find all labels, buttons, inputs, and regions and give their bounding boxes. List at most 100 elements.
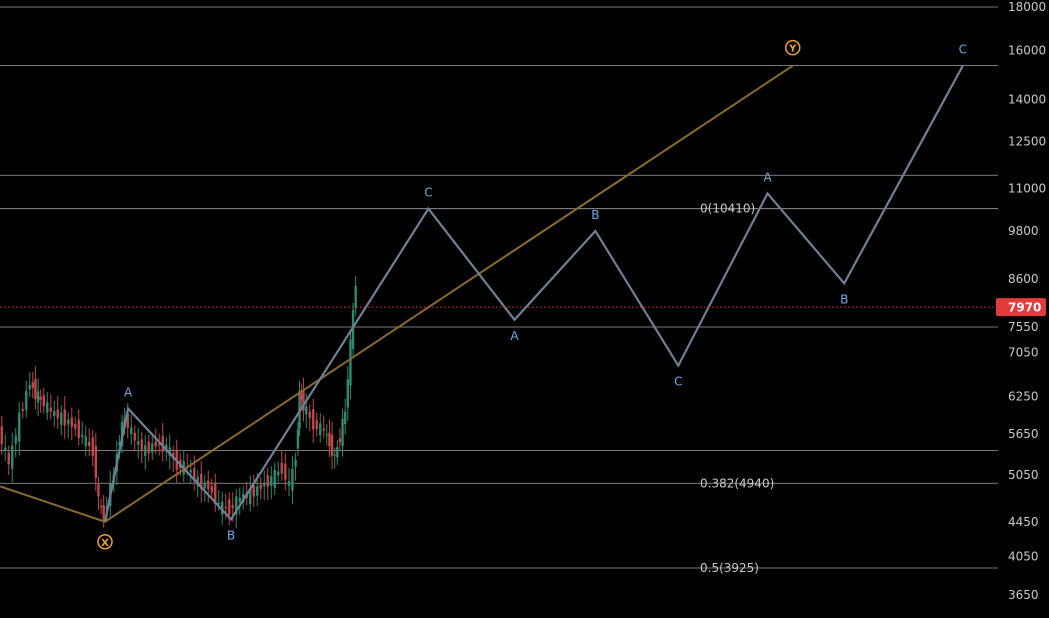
price-tick-label: 4450 — [1008, 515, 1039, 529]
candle-body — [291, 468, 294, 491]
candle-body — [217, 502, 220, 504]
candle-body — [231, 505, 234, 509]
candle-body — [349, 339, 352, 386]
candle-body — [207, 480, 210, 489]
candle-body — [158, 443, 161, 445]
candle-body — [235, 496, 238, 515]
candle-body — [151, 443, 154, 453]
price-tick-label: 4050 — [1008, 549, 1039, 563]
price-tick-label: 8600 — [1008, 272, 1039, 286]
candle-body — [81, 434, 84, 438]
candle-body — [102, 505, 105, 521]
fib-label: 0.5(3925) — [700, 561, 759, 575]
candle-body — [60, 412, 63, 425]
candle-body — [259, 484, 262, 489]
candle-body — [18, 412, 21, 442]
candle-body — [330, 434, 334, 456]
candle-body — [126, 413, 129, 428]
candle-body — [338, 438, 342, 443]
price-tick-label: 5650 — [1008, 427, 1039, 441]
candle-body — [296, 429, 300, 449]
candle-body — [214, 483, 217, 505]
candle-body — [165, 444, 168, 451]
candle-body — [221, 501, 224, 515]
candle-body — [315, 419, 318, 429]
candle-body — [147, 441, 150, 454]
candle-body — [277, 471, 280, 476]
candle-body — [53, 411, 56, 417]
price-tick-label: 16000 — [1008, 43, 1046, 57]
candle-body — [284, 463, 287, 480]
price-tick-label: 3650 — [1008, 588, 1039, 602]
wave-path[interactable] — [103, 65, 964, 522]
current-price-badge — [996, 298, 1046, 317]
candle-body — [341, 418, 344, 447]
candle-body — [273, 469, 276, 488]
candle-body — [270, 476, 273, 486]
candle-body — [140, 439, 143, 450]
circle-label: Y — [788, 44, 797, 55]
candle-body — [228, 499, 231, 515]
candle-body — [325, 434, 329, 436]
candle-body — [312, 409, 315, 430]
price-tick-label: 9800 — [1008, 224, 1039, 238]
candle-body — [210, 486, 213, 493]
wave-label: A — [510, 329, 519, 343]
candle-body — [130, 427, 133, 435]
candle-body — [328, 432, 331, 447]
candle-body — [144, 445, 147, 457]
candle-body — [0, 426, 3, 445]
candle-body — [200, 473, 203, 490]
candle-body — [256, 486, 259, 496]
candle-body — [351, 310, 355, 349]
price-tick-label: 7550 — [1008, 320, 1039, 334]
current-price-label: 7970 — [1008, 301, 1041, 315]
candle-body — [56, 409, 59, 419]
candle-body — [308, 411, 311, 418]
candle-body — [168, 447, 171, 457]
candle-body — [252, 485, 255, 497]
candle-body — [137, 441, 140, 445]
candle-body — [31, 382, 35, 388]
wave-label: B — [591, 208, 599, 222]
candle-body — [319, 423, 322, 436]
candle-body — [263, 483, 266, 487]
candle-body — [84, 436, 87, 447]
circle-label-ring — [785, 39, 801, 56]
candle-body — [67, 419, 70, 425]
candle-body — [46, 402, 49, 413]
candle-body — [11, 445, 14, 469]
wave-label: A — [124, 386, 133, 400]
candle-body — [154, 441, 157, 447]
circle-label: X — [101, 538, 109, 549]
candle-body — [333, 454, 336, 456]
candle-body — [193, 468, 196, 481]
price-tick-label: 5050 — [1008, 468, 1039, 482]
candle-body — [346, 379, 350, 408]
candle-body — [133, 432, 136, 441]
candle-body — [354, 286, 357, 309]
fib-label: 0(10410) — [700, 202, 755, 216]
candle-body — [4, 447, 7, 451]
candle-body — [118, 442, 121, 446]
wave-label: A — [763, 170, 772, 184]
candle-body — [97, 484, 100, 497]
candle-body — [336, 447, 339, 458]
candle-body — [322, 428, 325, 431]
candle-body — [224, 506, 227, 509]
candle-body — [63, 409, 66, 426]
candle-body — [36, 391, 40, 403]
fib-label: 0.382(4940) — [700, 476, 774, 490]
candle-body — [99, 506, 103, 508]
candle-body — [94, 446, 98, 478]
candle-body — [189, 470, 192, 473]
candle-body — [21, 409, 24, 411]
candle-body — [7, 452, 10, 465]
price-tick-label: 12500 — [1008, 134, 1046, 148]
wave-label: B — [227, 528, 235, 542]
price-tick-label: 7050 — [1008, 345, 1039, 359]
candle-body — [34, 379, 37, 400]
